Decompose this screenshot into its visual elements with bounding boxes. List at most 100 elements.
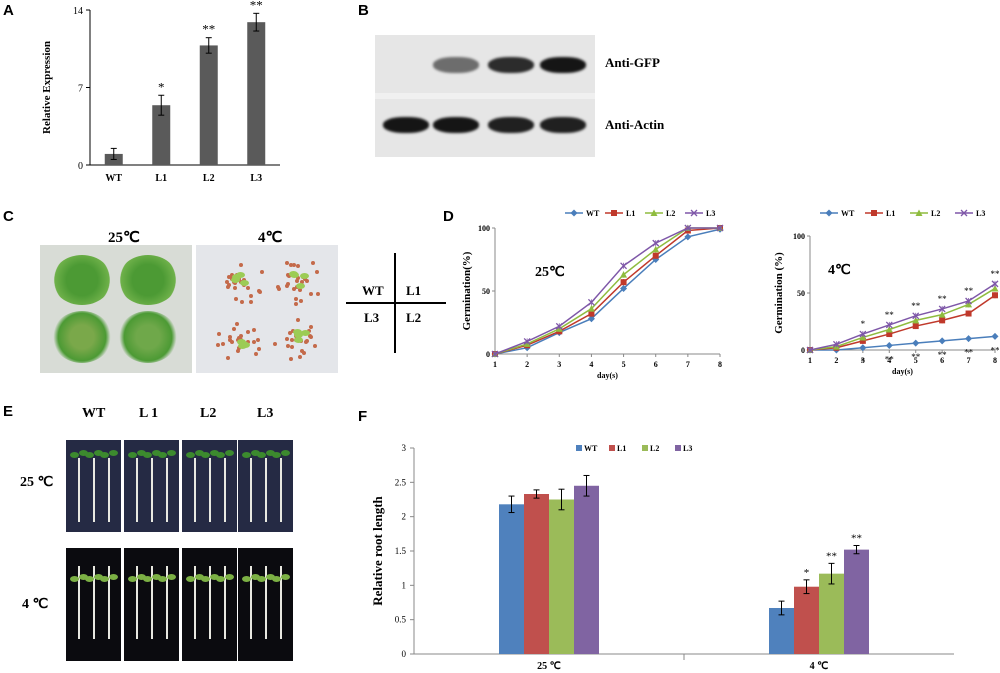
seed-dot: [245, 286, 250, 291]
seedling-root: [265, 566, 267, 639]
seed-dot: [252, 339, 257, 344]
seedling-leaf: [79, 450, 88, 456]
y-tick-label: 1.5: [395, 546, 407, 556]
seedling-root: [209, 458, 211, 522]
seed-dot: [238, 333, 243, 338]
legend-marker: [960, 209, 968, 217]
significance-label: **: [885, 310, 895, 320]
significance-label: **: [202, 22, 215, 37]
plate-label-25: 25℃: [108, 230, 140, 246]
seed-dot: [290, 337, 294, 342]
legend-label: L2: [931, 209, 940, 218]
legend-label: WT: [841, 209, 855, 218]
seed-dot: [231, 326, 236, 331]
seed-dot: [233, 297, 238, 302]
seed-dot: [248, 294, 253, 299]
bar: [819, 573, 844, 654]
green-sprout: [299, 273, 309, 280]
x-tick-label: 8: [993, 356, 997, 365]
significance-label: **: [826, 550, 837, 562]
seed-dot: [245, 330, 250, 335]
condition-annotation: 25℃: [535, 265, 565, 280]
x-tick-label: 2: [525, 360, 529, 369]
seedling-leaf: [281, 450, 290, 456]
seed-dot: [226, 356, 231, 361]
seed-dot: [304, 279, 309, 284]
seed-dot: [299, 279, 304, 284]
x-tick-label: 1: [493, 360, 497, 369]
legend-label: L1: [617, 444, 626, 453]
seedling-photo-4: [238, 548, 293, 661]
series-line: [809, 287, 996, 351]
panel-label-a: A: [3, 2, 14, 19]
seedling-leaf: [143, 452, 152, 458]
seedling-photo-25: [66, 440, 121, 532]
x-tick-label: L2: [203, 173, 215, 184]
seedling-root: [93, 566, 95, 639]
gfp-band: [433, 57, 479, 73]
seed-dot: [290, 329, 295, 334]
seedling-leaf: [128, 576, 137, 582]
significance-label: *: [804, 567, 810, 579]
series-line: [494, 227, 720, 355]
green-sprout: [300, 330, 310, 337]
seed-dot: [286, 344, 290, 349]
series-line: [494, 227, 720, 355]
seedling-leaf: [137, 450, 146, 456]
legend-marker: [871, 210, 877, 216]
grid-l1: L1: [406, 283, 422, 298]
y-tick-label: 50: [482, 287, 490, 296]
seedling-leaf: [210, 574, 219, 580]
x-tick-label: 6: [654, 360, 658, 369]
x-tick-label: 5: [622, 360, 626, 369]
seed-dot: [307, 333, 312, 338]
significance-label: *: [861, 319, 866, 329]
significance-label: **: [964, 348, 974, 358]
x-tick-label: WT: [105, 173, 122, 184]
seed-dot: [295, 278, 300, 283]
significance-label: **: [885, 354, 895, 364]
legend-label: L2: [666, 209, 675, 218]
seedling-leaf: [143, 576, 152, 582]
panel-label-f: F: [358, 408, 368, 425]
seedling-leaf: [201, 576, 210, 582]
seed-dot: [288, 331, 293, 336]
seed-dot: [295, 275, 300, 280]
seedling-row-25: 25 ℃: [20, 475, 54, 490]
seedling-root: [194, 566, 196, 639]
seed-dot: [297, 354, 302, 359]
significance-label: **: [964, 286, 974, 296]
y-tick-label: 100: [478, 224, 490, 233]
legend-label: L2: [650, 444, 659, 453]
seed-dot: [299, 349, 304, 354]
legend-swatch: [675, 445, 681, 451]
plate-label-4: 4℃: [258, 230, 283, 246]
seedling-root: [280, 458, 282, 522]
seedling-leaf: [186, 576, 195, 582]
bar: [769, 607, 794, 654]
western-blot: [375, 35, 595, 157]
panel-label-c: C: [3, 208, 14, 225]
y-tick-label: 7: [78, 84, 83, 95]
legend-label: L1: [626, 209, 635, 218]
seed-dot: [285, 282, 290, 287]
seedling-root: [224, 566, 226, 639]
green-sprout: [293, 329, 303, 336]
seedling-root: [209, 566, 211, 639]
seedling-leaf: [266, 450, 275, 456]
seed-dot: [256, 337, 261, 342]
gfp-band: [488, 57, 534, 73]
x-tick-label: L1: [155, 173, 167, 184]
x-tick-label: L3: [250, 173, 262, 184]
series-line: [494, 228, 721, 355]
seedling-root: [250, 458, 252, 522]
y-tick-label: 14: [73, 6, 83, 17]
y-axis-label: Relative Expression: [41, 41, 53, 134]
seedling-root: [93, 458, 95, 522]
green-sprout: [289, 271, 299, 278]
legend-label: L3: [706, 209, 715, 218]
seed-dot: [309, 292, 314, 297]
seed-dot: [284, 261, 289, 266]
seedling-leaf: [186, 452, 195, 458]
panel-label-d: D: [443, 208, 454, 225]
